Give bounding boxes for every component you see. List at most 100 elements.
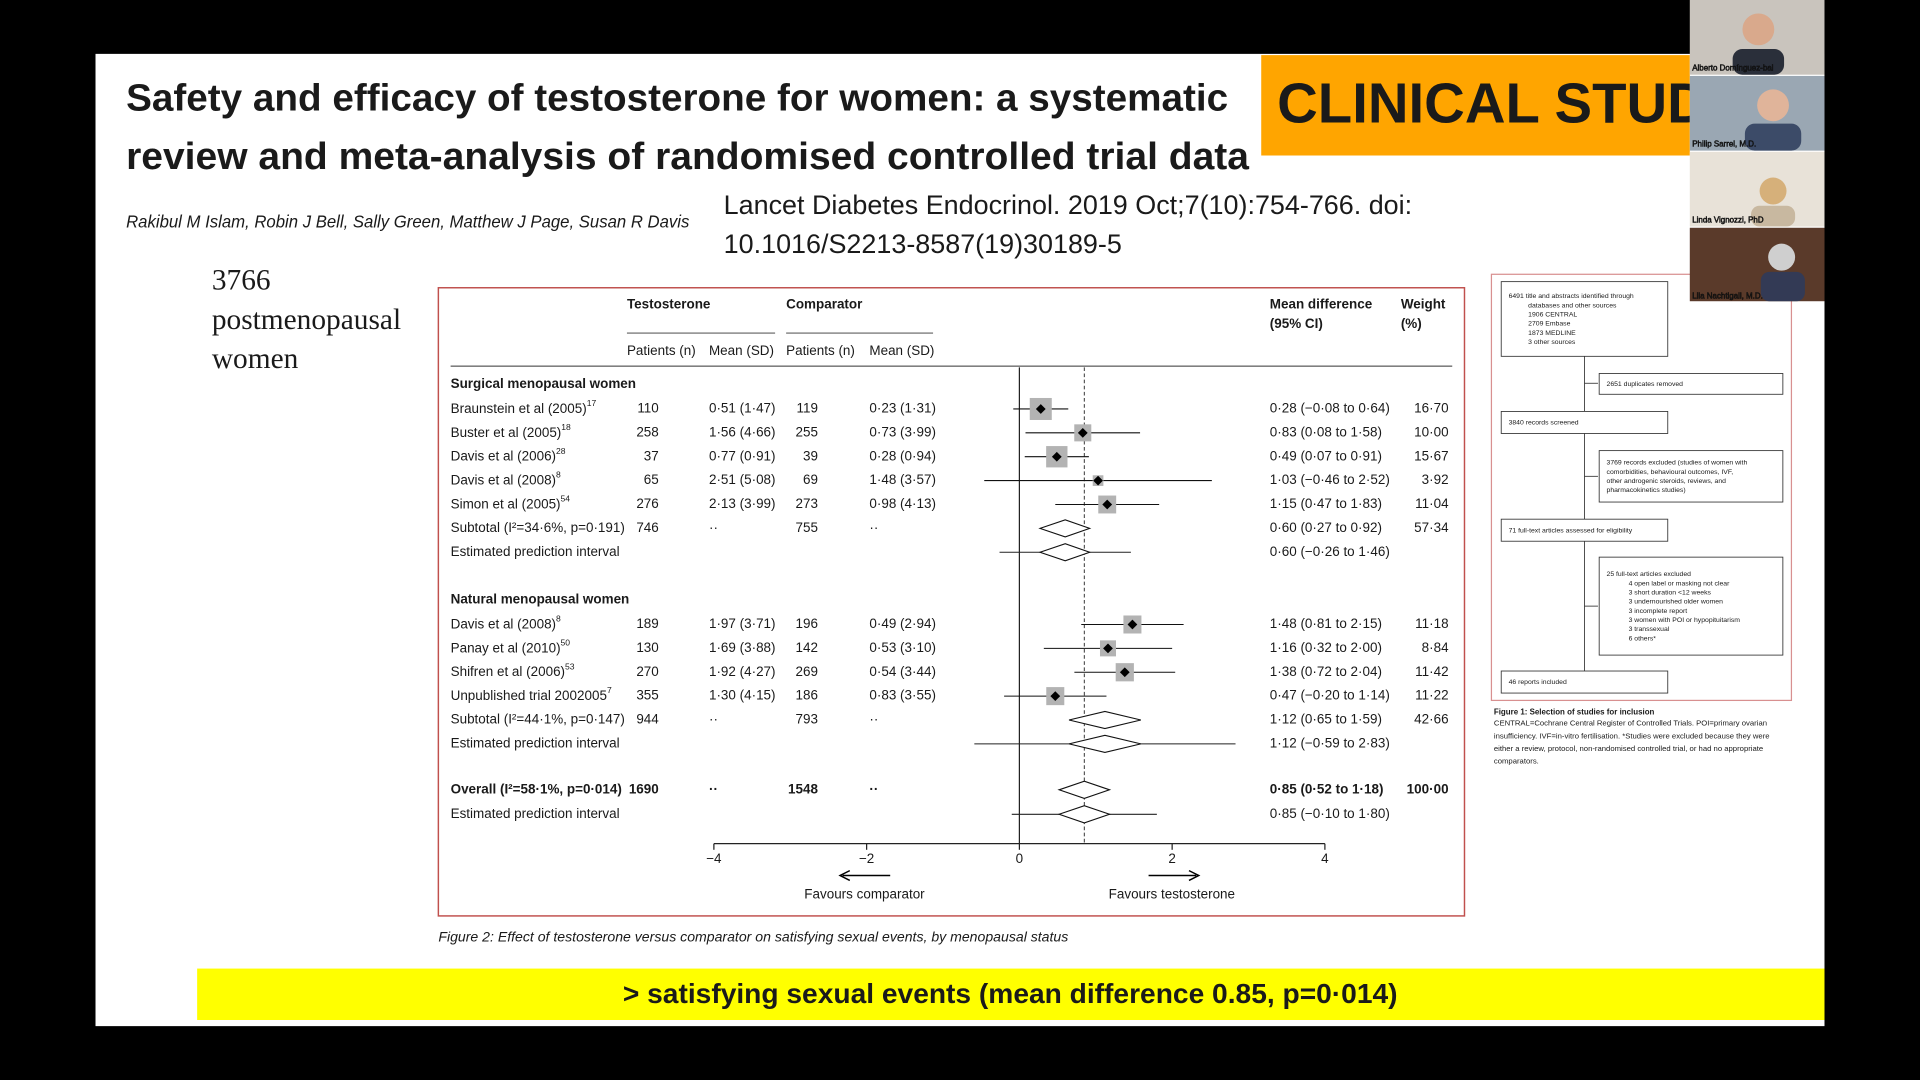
arrow: [838, 869, 891, 882]
flow-text: 3 other sources: [1528, 339, 1576, 346]
column-header: Mean difference: [1270, 296, 1373, 311]
forest-plot: Testosterone Comparator Patients (n) Mean (…: [451, 296, 1453, 902]
note: women: [212, 343, 299, 375]
flow-text: 6 others*: [1629, 635, 1657, 642]
participant-name: Alberto Domínguez-bal: [1692, 64, 1773, 73]
cell: 273: [796, 496, 818, 511]
flow-caption: comparators.: [1494, 757, 1539, 766]
study-name: Buster et al (2005): [451, 424, 562, 439]
cell: 110: [637, 401, 658, 416]
effect-label: 0·28 (−0·08 to 0·64): [1270, 401, 1390, 416]
avatar-body: [1744, 123, 1802, 151]
effect-label: 1·03 (−0·46 to 2·52): [1270, 472, 1390, 487]
cell: 1·48 (3·57): [869, 472, 936, 487]
column-header: Patients (n): [627, 343, 696, 358]
flow-text: 3 undernourished older women: [1629, 599, 1724, 606]
column-header: Comparator: [786, 296, 863, 311]
flow-text: 71 full-text articles assessed for eligi…: [1509, 527, 1633, 534]
flow-text: 4 open label or masking not clear: [1629, 580, 1731, 587]
x-tick-label: 4: [1321, 851, 1329, 866]
flow-arrows: [1584, 356, 1598, 672]
study-label: Unpublished trial 20020057: [451, 685, 612, 702]
flow-caption: either a review, protocol, non-randomise…: [1494, 744, 1763, 753]
effect-label: 0·83 (0·08 to 1·58): [1270, 424, 1382, 439]
flow-caption: CENTRAL=Cochrane Central Register of Con…: [1494, 719, 1767, 728]
weight-label: 3·92: [1422, 472, 1449, 487]
x-tick-label: −4: [706, 851, 722, 866]
weight-label: 57·34: [1414, 520, 1449, 535]
weight-label: 8·84: [1422, 640, 1449, 655]
cell: 746: [636, 520, 658, 535]
cell: 269: [796, 664, 818, 679]
cell: ··: [869, 520, 878, 535]
effect-label: 1·48 (0·81 to 2·15): [1270, 616, 1382, 631]
weight-label: 11·18: [1415, 616, 1448, 631]
cell: 0·49 (2·94): [869, 616, 936, 631]
cell: ··: [869, 781, 878, 796]
pooled-diamond: [1038, 519, 1092, 538]
cell: 0·98 (4·13): [869, 496, 936, 511]
cell: 130: [636, 640, 658, 655]
note: postmenopausal: [212, 304, 401, 336]
prediction-label: Estimated prediction interval: [451, 735, 620, 750]
column-header: Mean (SD): [709, 343, 774, 358]
study-name: Davis et al (2006): [451, 448, 556, 463]
video-tiles: Alberto Domínguez-bal Philip Sarrel, M.D.…: [1689, 0, 1825, 302]
avatar-head: [1757, 89, 1789, 122]
weight-label: 15·67: [1414, 448, 1448, 463]
study-label: Simon et al (2005)54: [451, 494, 571, 511]
effect-label: 1·12 (0·65 to 1·59): [1270, 712, 1382, 727]
effect-label: 0·60 (0·27 to 0·92): [1270, 520, 1382, 535]
flow-text: 46 reports included: [1509, 679, 1567, 686]
pooled-diamond: [1038, 543, 1092, 562]
cell: 793: [796, 712, 818, 727]
cell: 2·13 (3·99): [709, 496, 776, 511]
cell: ··: [869, 712, 878, 727]
pooled-label: Overall (I²=58·1%, p=0·014): [451, 781, 622, 796]
arrow: [1148, 869, 1201, 882]
slide-title: Safety and efficacy of testosterone for …: [126, 77, 1228, 119]
avatar-body: [1760, 271, 1805, 302]
study-name: Davis et al (2008): [451, 616, 556, 631]
cell: 1·92 (4·27): [709, 664, 776, 679]
weight-label: 11·22: [1415, 688, 1448, 703]
study-name: Panay et al (2010): [451, 640, 561, 655]
cell: ··: [709, 781, 718, 796]
cell: 755: [796, 520, 818, 535]
flow-chart: 6491 title and abstracts identified thro…: [1494, 281, 1784, 766]
study-reference: 8: [556, 614, 561, 624]
banner: CLINICAL STUDIES: [1277, 72, 1798, 135]
study-name: Braunstein et al (2005): [451, 401, 587, 416]
highlight-text: > satisfying sexual events (mean differe…: [623, 978, 1398, 1009]
group-title: Natural menopausal women: [451, 592, 630, 607]
study-reference: 50: [561, 638, 571, 648]
figure-caption: Figure 2: Effect of testosterone versus …: [438, 929, 1068, 945]
study-label: Panay et al (2010)50: [451, 638, 571, 655]
pooled-label: Subtotal (I²=34·6%, p=0·191): [451, 520, 625, 535]
study-name: Unpublished trial 2002005: [451, 688, 607, 703]
study-label: Davis et al (2008)8: [451, 470, 561, 487]
cell: 196: [796, 616, 818, 631]
flow-text: 2709 Embase: [1528, 321, 1570, 328]
flow-text: 25 full-text articles excluded: [1607, 571, 1692, 578]
cell: 255: [796, 424, 818, 439]
slide-title: review and meta-analysis of randomised c…: [126, 136, 1250, 178]
study-reference: 17: [587, 398, 597, 408]
study-reference: 18: [561, 422, 571, 432]
study-label: Davis et al (2008)8: [451, 614, 561, 631]
avatar-body: [1751, 205, 1796, 227]
study-name: Shifren et al (2006): [451, 664, 565, 679]
citation: Lancet Diabetes Endocrinol. 2019 Oct;7(1…: [724, 190, 1412, 220]
cell: 69: [803, 472, 818, 487]
weight-label: 11·04: [1415, 496, 1449, 511]
pooled-label: Subtotal (I²=44·1%, p=0·147): [451, 712, 625, 727]
flow-text: 3840 records screened: [1509, 420, 1579, 427]
study-reference: 53: [565, 662, 575, 672]
weight-label: 42·66: [1414, 712, 1448, 727]
weight-label: 16·70: [1414, 401, 1448, 416]
cell: 119: [797, 401, 818, 416]
cell: 0·28 (0·94): [869, 448, 936, 463]
avatar-head: [1759, 177, 1787, 205]
column-header: (95% CI): [1270, 316, 1323, 331]
